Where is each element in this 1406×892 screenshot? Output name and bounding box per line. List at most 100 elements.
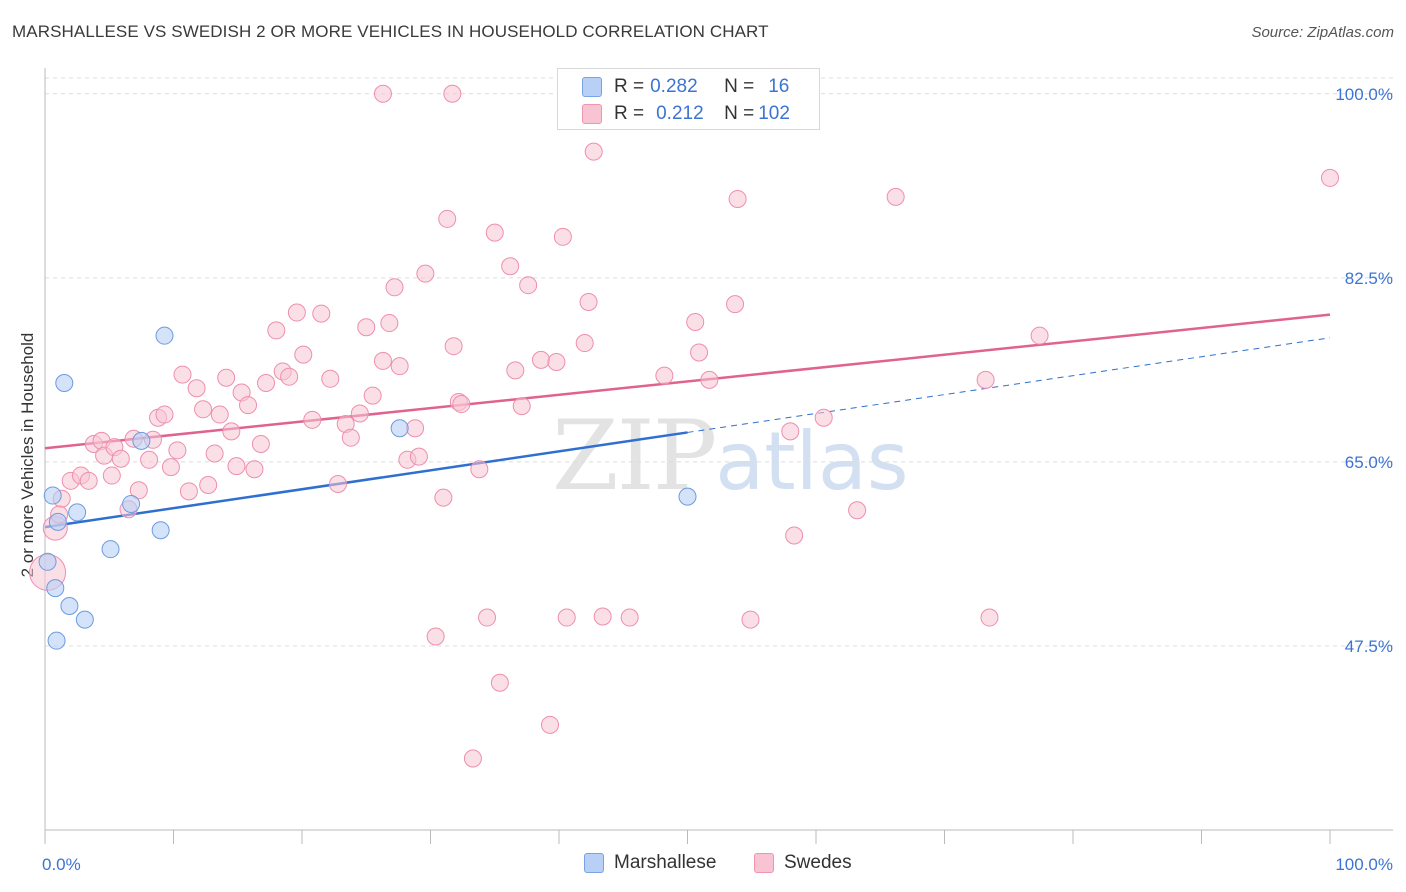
r-label: R = [614,76,645,97]
swedes-point [434,488,453,507]
swedes-point [380,314,399,333]
swedes-point [443,84,462,103]
swedes-point [199,476,218,495]
swedes-trend-line [44,313,1331,450]
x-tick-label-max: 100.0% [1335,855,1393,874]
swedes-point [102,466,121,485]
swedes-point [785,526,804,545]
marshallese-point [132,431,151,450]
swedes-point [463,749,482,768]
swedes-point [512,397,531,416]
n-value: 102 [758,103,790,124]
swedes-point [239,396,258,415]
swedes-point [385,278,404,297]
swedes-point [373,84,392,103]
swedes-point [257,374,276,393]
swedes-point [251,435,270,454]
bottom-legend-marshallese: Marshallese [584,850,716,876]
swedes-point [728,189,747,208]
swedes-point [406,419,425,438]
marshallese-trend-extension [687,337,1331,433]
marshallese-point [122,494,141,513]
swedes-point [741,610,760,629]
marshallese-trend-line [44,431,688,529]
swedes-point [485,223,504,242]
marshallese-swatch [584,853,604,873]
marshallese-point [390,419,409,438]
swedes-point [814,408,833,427]
swedes-point [328,474,347,493]
swedes-point [303,410,322,429]
trend-lines [44,313,1331,529]
swedes-point [553,227,572,246]
swedes-point [173,365,192,384]
swedes-point [79,471,98,490]
swedes-point [312,304,331,323]
legend-row-swedes: R = 0.212 N = 102 [582,102,790,126]
swedes-point [532,350,551,369]
legend-label-marshallese: Marshallese [614,852,717,873]
swedes-point [363,386,382,405]
marshallese-swatch [582,77,602,97]
r-value: 0.212 [656,103,704,124]
legend-row-marshallese: R = 0.282 N = 16 [582,75,789,99]
swedes-point [686,313,705,332]
swedes-point [294,345,313,364]
swedes-point [541,715,560,734]
swedes-point [848,501,867,520]
swedes-point [470,460,489,479]
marshallese-point [38,552,57,571]
axes [44,68,1393,844]
n-label: N = [724,76,755,97]
marshallese-point [155,326,174,345]
swedes-point [194,400,213,419]
swedes-point [726,295,745,314]
marshallese-point [151,521,170,540]
marshallese-point [75,610,94,629]
swedes-point [980,608,999,627]
chart-title: MARSHALLESE VS SWEDISH 2 OR MORE VEHICLE… [12,22,769,41]
marshallese-point [47,631,66,650]
swedes-point [129,481,148,500]
marshallese-point [43,486,62,505]
swedes-point [976,370,995,389]
swedes-point [1321,168,1339,187]
correlation-legend: R = 0.282 N = 16 R = 0.212 N = 102 [557,68,820,130]
n-value: 16 [768,76,790,97]
swedes-point [217,368,236,387]
marshallese-point [55,374,74,393]
marshallese-point [60,596,79,615]
swedes-point [267,321,286,340]
swedes-point [350,404,369,423]
marshallese-points [38,326,697,650]
swedes-point [187,379,206,398]
swedes-point [490,673,509,692]
swedes-point [357,318,376,337]
bottom-legend-swedes: Swedes [754,850,852,876]
swedes-point [700,370,719,389]
swedes-point [519,276,538,295]
swedes-point [416,264,435,283]
swedes-point [593,607,612,626]
swedes-swatch [582,104,602,124]
marshallese-point [48,512,67,531]
swedes-point [655,366,674,385]
swedes-point [227,457,246,476]
y-tick-label: 65.0% [1345,453,1393,472]
r-label: R = [614,103,645,124]
swedes-point [205,444,224,463]
swedes-point [579,293,598,312]
x-tick-label-min: 0.0% [42,855,81,874]
swedes-point [161,458,180,477]
swedes-point [501,257,520,276]
tick-labels: 100.0% 82.5% 65.0% 47.5% 0.0% 100.0% [42,85,1393,874]
swedes-point [168,441,187,460]
swedes-point [140,450,159,469]
y-tick-label: 82.5% [1345,269,1393,288]
swedes-point [409,447,428,466]
marshallese-point [101,540,120,559]
swedes-point [478,608,497,627]
swedes-point [506,361,525,380]
swedes-point [280,367,299,386]
